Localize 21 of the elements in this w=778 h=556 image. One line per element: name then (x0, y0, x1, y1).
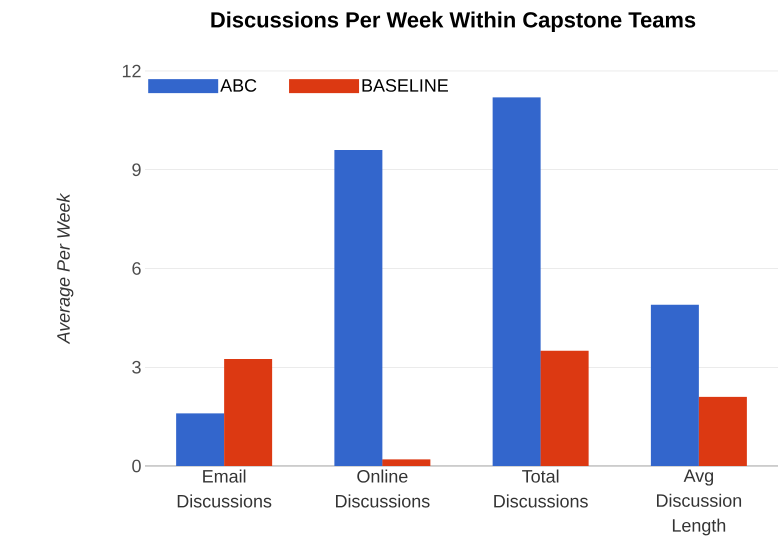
bar (650, 304, 699, 466)
bar (176, 413, 224, 466)
bar (540, 350, 589, 466)
x-tick-label: Online Discussions (336, 470, 430, 508)
y-axis-title: Average Per Week (56, 192, 74, 344)
x-tick-label: Avg Discussion Length (656, 470, 742, 536)
bar (382, 459, 430, 466)
y-tick-label: 9 (132, 163, 141, 176)
x-tick-label: Email Discussions (178, 470, 272, 508)
legend-label: BASELINE (362, 79, 448, 92)
bar (698, 396, 747, 466)
y-tick-label: 6 (132, 262, 141, 275)
y-tick-label: 12 (122, 64, 141, 78)
y-tick-label: 0 (132, 460, 141, 472)
bar (492, 97, 541, 466)
x-tick-label: Total Discussions (494, 470, 588, 508)
bar (334, 150, 382, 466)
y-tick-label: 3 (132, 360, 141, 374)
legend-label: ABC (220, 79, 256, 92)
bar (224, 359, 272, 466)
chart-title: Discussions Per Week Within Capstone Teams (211, 12, 696, 32)
